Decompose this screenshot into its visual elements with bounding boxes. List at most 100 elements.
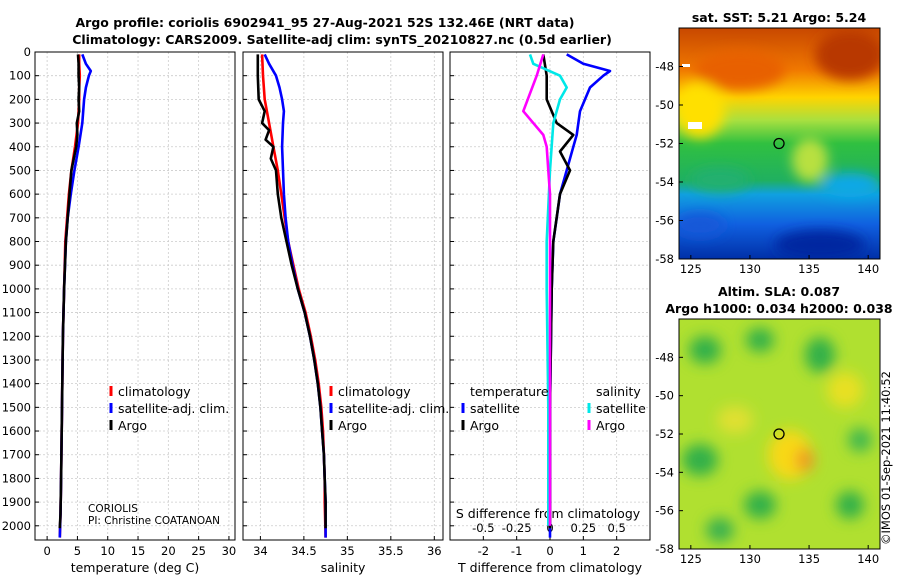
panel-frame: [242, 51, 444, 541]
annotation-center: CORIOLIS: [88, 503, 138, 515]
annotation-pi: PI: Christine COATANOAN: [88, 515, 220, 527]
legend-label-s-argo: Argo: [596, 418, 625, 433]
x-tick-label: 34: [253, 544, 268, 558]
y-tick-label: 600: [9, 187, 31, 201]
map-y-tick-label: -50: [655, 98, 674, 112]
map-x-tick-label: 140: [857, 262, 879, 276]
map-x-tick-label: 135: [798, 552, 820, 566]
series-line-t-argo: [542, 54, 575, 529]
map-y-tick-label: -48: [655, 350, 674, 364]
pi-annotation: CORIOLIS PI: Christine COATANOAN: [88, 503, 220, 527]
legend-title-temperature: temperature: [470, 384, 549, 399]
x-tick-label: 0: [546, 544, 553, 558]
y-tick-label: 0: [24, 45, 31, 59]
x-tick-label: 34.5: [291, 544, 317, 558]
legend-label-argo: Argo: [338, 418, 367, 433]
series-line-argo: [58, 54, 81, 529]
argo-location-marker: [773, 428, 785, 440]
sla-map-axes: 125 130 135 140 -48 -50 -52 -54 -56 -58: [655, 350, 879, 566]
panel-frame: [34, 51, 236, 541]
y-tick-label: 1500: [2, 400, 31, 414]
y-tick-label: 1900: [2, 495, 31, 509]
x-tick-label: 10: [100, 544, 115, 558]
series-line-s-argo: [521, 54, 552, 526]
legend-label-climatology: climatology: [338, 384, 411, 399]
y-tick-label: 400: [9, 140, 31, 154]
y-tick-label: 1600: [2, 424, 31, 438]
legend-label-t-satellite: satellite: [470, 401, 520, 416]
difference-panel: -2 -1 0 1 2-0.5 -0.25 0 0.25 0.5S difference fro…: [449, 51, 651, 575]
x2-tick-label: -0.25: [502, 521, 532, 535]
x-tick-label: 30: [222, 544, 237, 558]
map-y-tick-label: -56: [655, 214, 674, 228]
map-y-tick-label: -50: [655, 389, 674, 403]
x-axis-label: salinity: [321, 560, 366, 575]
map-y-tick-label: -48: [655, 60, 674, 74]
sst-missing-pixel: [688, 122, 702, 129]
sst-warm-patch: [695, 50, 785, 90]
sla-high-patch: [827, 372, 863, 408]
map-y-tick-label: -54: [655, 465, 674, 479]
y-tick-label: 1400: [2, 377, 31, 391]
series-line-t-satellite: [548, 53, 612, 538]
legend-label-satellite-adj: satellite-adj. clim.: [338, 401, 449, 416]
salinity-panel: 34 34.5 35 35.5 36 salinity: [242, 51, 444, 575]
sst-map-axes: 125 130 135 140 -48 -50 -52 -54 -56 -58: [655, 60, 879, 277]
sla-low-patch: [744, 491, 776, 519]
y-tick-label: 100: [9, 69, 31, 83]
y-tick-label: 1700: [2, 448, 31, 462]
sla-low-patch: [805, 337, 835, 373]
map-y-tick-label: -52: [655, 137, 674, 151]
x-axis-label: temperature (deg C): [71, 560, 200, 575]
sst-green-patch: [690, 168, 750, 192]
difference-legend: temperature salinity satellite Argo sate…: [461, 384, 646, 433]
map-y-tick-label: -52: [655, 427, 674, 441]
y-tick-label: 1100: [2, 306, 31, 320]
y-tick-label: 700: [9, 211, 31, 225]
title-line1: Argo profile: coriolis 6902941_95 27-Aug…: [75, 15, 574, 31]
x-tick-label: 0: [43, 544, 50, 558]
sst-yellow-patch: [679, 82, 725, 138]
sst-missing-pixel: [682, 64, 690, 67]
series-line-s-satellite: [528, 53, 569, 526]
sla-high-patch: [717, 406, 753, 434]
sst-blue-patch: [679, 213, 725, 237]
sst-cyan-patch: [820, 173, 880, 197]
sla-map-title: Altim. SLA: 0.087: [718, 284, 840, 299]
x-tick-label: -1: [511, 544, 522, 558]
sst-map-title: sat. SST: 5.21 Argo: 5.24: [692, 10, 867, 25]
x-tick-label: 35: [340, 544, 355, 558]
map-x-tick-label: 130: [739, 552, 761, 566]
x-tick-label: 1: [580, 544, 587, 558]
map-x-tick-label: 135: [798, 262, 820, 276]
sla-low-patch: [682, 444, 718, 476]
legend-label-s-satellite: satellite: [596, 401, 646, 416]
x-tick-label: -2: [478, 544, 489, 558]
legend-label-argo: Argo: [118, 418, 147, 433]
temperature-panel: 0 5 10 15 20 25 300100200300400500600700800900…: [2, 45, 237, 575]
series-line-satellite-adj-clim-: [263, 53, 327, 538]
x-tick-label: 36: [427, 544, 442, 558]
x-tick-label: 2: [613, 544, 620, 558]
series-line-argo: [256, 54, 327, 529]
x-tick-label: 35.5: [378, 544, 404, 558]
map-x-tick-label: 130: [739, 262, 761, 276]
y-tick-label: 2000: [2, 519, 31, 533]
x2-tick-label: -0.5: [472, 521, 494, 535]
x-axis-label: T difference from climatology: [457, 560, 643, 575]
sla-low-patch: [848, 428, 872, 452]
argo-location-marker: [773, 137, 785, 150]
y-tick-label: 900: [9, 258, 31, 272]
legend-label-t-argo: Argo: [470, 418, 499, 433]
map-y-tick-label: -58: [655, 542, 674, 556]
sst-warm-patch: [815, 30, 880, 80]
legend-label-satellite-adj: satellite-adj. clim.: [118, 401, 229, 416]
sst-map: sat. SST: 5.21 Argo: 5.24 125 130 135 140 -4…: [655, 10, 881, 277]
sla-low-patch: [706, 518, 734, 542]
y-tick-label: 800: [9, 235, 31, 249]
y-tick-label: 1300: [2, 353, 31, 367]
sla-low-patch: [689, 336, 721, 364]
sla-map-subtitle: Argo h1000: 0.034 h2000: 0.038: [665, 301, 892, 316]
title-line2: Climatology: CARS2009. Satellite-adj cli…: [72, 32, 612, 48]
imos-watermark: ©IMOS 01-Sep-2021 11:40:52: [879, 371, 893, 545]
